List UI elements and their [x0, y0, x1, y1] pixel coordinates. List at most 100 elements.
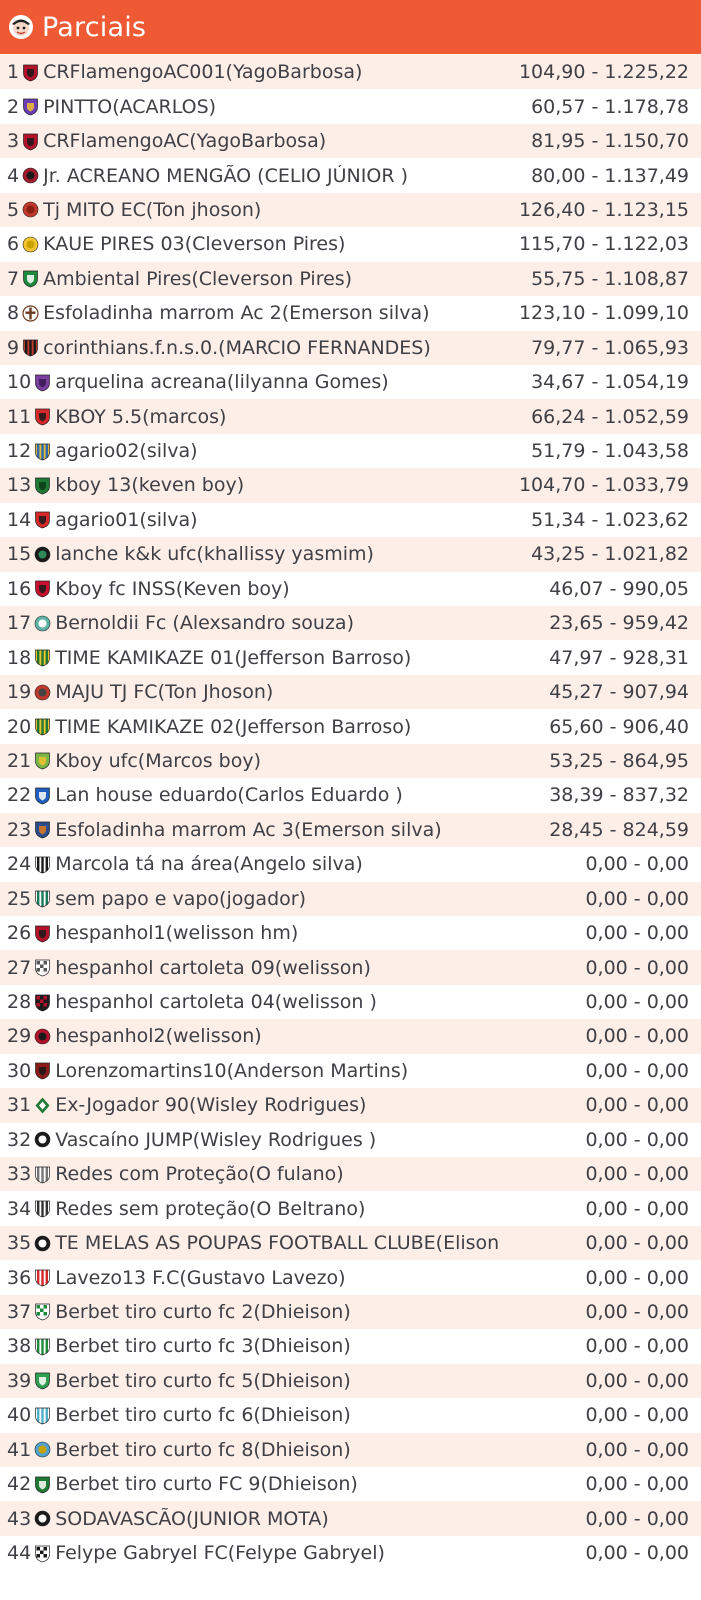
rank-number: 32 — [7, 1128, 32, 1151]
ranking-row[interactable]: 28 hespanhol cartoleta 04(welisson ) 0,00 … — [0, 984, 701, 1020]
team-shield-icon — [34, 373, 51, 392]
ranking-row[interactable]: 8 Esfoladinha marrom Ac 2(Emerson silva) 1… — [0, 296, 701, 331]
ranking-row[interactable]: 42 Berbet tiro curto FC 9(Dhieison) 0,00 -… — [0, 1466, 701, 1502]
ranking-row[interactable]: 6 KAUE PIRES 03(Cleverson Pires) 115,70 - … — [0, 227, 701, 262]
ranking-row[interactable]: 7 Ambiental Pires(Cleverson Pires) 55,75 -… — [0, 261, 701, 297]
team-name: CRFlamengoAC001(YagoBarbosa) — [43, 61, 363, 84]
ranking-row[interactable]: 33 Redes com Proteção(O fulano) 0,00 - 0,0… — [0, 1157, 701, 1192]
team-name: Redes sem proteção(O Beltrano) — [55, 1197, 366, 1220]
team-shield-icon — [22, 269, 39, 288]
rank-number: 39 — [7, 1369, 32, 1392]
ranking-row[interactable]: 43 SODAVASCÃO(JUNIOR MOTA) 0,00 - 0,00 — [0, 1501, 701, 1536]
rank-number: 43 — [7, 1507, 32, 1530]
ranking-row[interactable]: 25 sem papo e vapo(jogador) 0,00 - 0,00 — [0, 881, 701, 916]
team-shield-icon — [22, 132, 39, 151]
team-score: 0,00 - 0,00 — [585, 1266, 689, 1289]
ranking-row[interactable]: 30 Lorenzomartins10(Anderson Martins) 0,00… — [0, 1053, 701, 1089]
ranking-row[interactable]: 15 lanche k&k ufc(khallissy yasmim) 43,25 … — [0, 537, 701, 572]
rank-number: 13 — [7, 474, 32, 497]
team-shield-icon — [34, 407, 51, 426]
ranking-row[interactable]: 26 hespanhol1(welisson hm) 0,00 - 0,00 — [0, 915, 701, 951]
ranking-row[interactable]: 9 corinthians.f.n.s.0.(MARCIO FERNANDES) 7… — [0, 330, 701, 365]
team-score: 51,34 - 1.023,62 — [531, 508, 689, 531]
team-checkered-shield-icon — [34, 958, 51, 977]
team-score: 65,60 - 906,40 — [549, 715, 689, 738]
ranking-row[interactable]: 19 MAJU TJ FC(Ton Jhoson) 45,27 - 907,94 — [0, 674, 701, 710]
team-score: 115,70 - 1.122,03 — [518, 233, 689, 256]
team-name: Felype Gabryel FC(Felype Gabryel) — [55, 1542, 385, 1565]
team-round-crest-icon — [34, 1027, 51, 1046]
rank-number: 7 — [7, 267, 20, 290]
team-striped-shield-icon — [34, 1199, 51, 1218]
rank-number: 25 — [7, 887, 32, 910]
team-shield-icon — [22, 97, 39, 116]
ranking-row[interactable]: 21 Kboy ufc(Marcos boy) 53,25 - 864,95 — [0, 743, 701, 779]
team-name: TIME KAMIKAZE 01(Jefferson Barroso) — [55, 646, 412, 669]
team-striped-shield-icon — [34, 648, 51, 667]
rank-number: 40 — [7, 1404, 32, 1427]
team-shield-icon — [34, 751, 51, 770]
team-score: 104,90 - 1.225,22 — [518, 61, 689, 84]
ranking-row[interactable]: 5 Tj MITO EC(Ton jhoson) 126,40 - 1.123,15 — [0, 192, 701, 228]
team-name: Marcola tá na área(Angelo silva) — [55, 853, 363, 876]
ranking-row[interactable]: 2 PINTTO(ACARLOS) 60,57 - 1.178,78 — [0, 89, 701, 124]
rank-number: 24 — [7, 853, 32, 876]
team-name: Redes com Proteção(O fulano) — [55, 1163, 344, 1186]
ranking-row[interactable]: 3 CRFlamengoAC(YagoBarbosa) 81,95 - 1.150,… — [0, 123, 701, 159]
ranking-row[interactable]: 22 Lan house eduardo(Carlos Eduardo ) 38,3… — [0, 778, 701, 813]
team-name: Berbet tiro curto fc 8(Dhieison) — [55, 1438, 351, 1461]
team-score: 0,00 - 0,00 — [585, 1300, 689, 1323]
ranking-row[interactable]: 10 arquelina acreana(lilyanna Gomes) 34,67… — [0, 364, 701, 400]
ranking-row[interactable]: 31 Ex-Jogador 90(Wisley Rodrigues) 0,00 - … — [0, 1088, 701, 1123]
team-score: 0,00 - 0,00 — [585, 1059, 689, 1082]
ranking-row[interactable]: 17 Bernoldii Fc (Alexsandro souza) 23,65 -… — [0, 606, 701, 641]
ranking-row[interactable]: 29 hespanhol2(welisson) 0,00 - 0,00 — [0, 1019, 701, 1054]
rank-number: 14 — [7, 508, 32, 531]
ranking-row[interactable]: 20 TIME KAMIKAZE 02(Jefferson Barroso) 65,… — [0, 709, 701, 744]
ranking-row[interactable]: 27 hespanhol cartoleta 09(welisson) 0,00 -… — [0, 950, 701, 985]
team-score: 0,00 - 0,00 — [585, 1404, 689, 1427]
team-score: 0,00 - 0,00 — [585, 853, 689, 876]
ranking-row[interactable]: 44 Felype Gabryel FC(Felype Gabryel) 0,00 … — [0, 1535, 701, 1571]
ranking-row[interactable]: 37 Berbet tiro curto fc 2(Dhieison) 0,00 -… — [0, 1294, 701, 1330]
rank-number: 31 — [7, 1094, 32, 1117]
team-score: 79,77 - 1.065,93 — [531, 336, 689, 359]
rank-number: 22 — [7, 784, 32, 807]
ranking-row[interactable]: 14 agario01(silva) 51,34 - 1.023,62 — [0, 502, 701, 538]
team-name: Kboy ufc(Marcos boy) — [55, 749, 261, 772]
team-name: lanche k&k ufc(khallissy yasmim) — [55, 543, 374, 566]
team-score: 0,00 - 0,00 — [585, 922, 689, 945]
team-shield-icon — [34, 1475, 51, 1494]
ranking-row[interactable]: 41 Berbet tiro curto fc 8(Dhieison) 0,00 -… — [0, 1432, 701, 1467]
ranking-row[interactable]: 4 Jr. ACREANO MENGÃO (CELIO JÚNIOR ) 80,00… — [0, 158, 701, 193]
ranking-row[interactable]: 35 TE MELAS AS POUPAS FOOTBALL CLUBE(Elis… — [0, 1225, 701, 1261]
ranking-row[interactable]: 34 Redes sem proteção(O Beltrano) 0,00 - 0… — [0, 1191, 701, 1226]
team-striped-shield-icon — [22, 338, 39, 357]
ranking-row[interactable]: 40 Berbet tiro curto fc 6(Dhieison) 0,00 -… — [0, 1398, 701, 1433]
team-checkered-shield-icon — [34, 993, 51, 1012]
rank-number: 4 — [7, 164, 20, 187]
mascot-logo-icon — [6, 12, 36, 42]
team-shield-icon — [34, 924, 51, 943]
team-name: hespanhol2(welisson) — [55, 1025, 262, 1048]
team-score: 0,00 - 0,00 — [585, 1128, 689, 1151]
ranking-row[interactable]: 23 Esfoladinha marrom Ac 3(Emerson silva)… — [0, 812, 701, 848]
ranking-row[interactable]: 11 KBOY 5.5(marcos) 66,24 - 1.052,59 — [0, 399, 701, 434]
ranking-row[interactable]: 32 Vascaíno JUMP(Wisley Rodrigues ) 0,00 -… — [0, 1122, 701, 1157]
ranking-row[interactable]: 38 Berbet tiro curto fc 3(Dhieison) 0,00 -… — [0, 1329, 701, 1364]
ranking-row[interactable]: 1 CRFlamengoAC001(YagoBarbosa) 104,90 - 1.… — [0, 55, 701, 90]
ranking-row[interactable]: 36 Lavezo13 F.C(Gustavo Lavezo) 0,00 - 0,0… — [0, 1260, 701, 1295]
rank-number: 20 — [7, 715, 32, 738]
team-name: agario02(silva) — [55, 440, 198, 463]
rank-number: 35 — [7, 1232, 32, 1255]
team-name: Lavezo13 F.C(Gustavo Lavezo) — [55, 1266, 346, 1289]
ranking-row[interactable]: 12 agario02(silva) 51,79 - 1.043,58 — [0, 433, 701, 469]
ranking-row[interactable]: 16 Kboy fc INSS(Keven boy) 46,07 - 990,05 — [0, 571, 701, 606]
ranking-row[interactable]: 39 Berbet tiro curto fc 5(Dhieison) 0,00 -… — [0, 1363, 701, 1399]
rank-number: 6 — [7, 233, 20, 256]
team-name: Berbet tiro curto fc 6(Dhieison) — [55, 1404, 351, 1427]
team-round-crest-icon — [34, 1509, 51, 1528]
ranking-row[interactable]: 13 kboy 13(keven boy) 104,70 - 1.033,79 — [0, 468, 701, 503]
ranking-row[interactable]: 18 TIME KAMIKAZE 01(Jefferson Barroso) 47,… — [0, 640, 701, 675]
ranking-row[interactable]: 24 Marcola tá na área(Angelo silva) 0,00 -… — [0, 847, 701, 882]
